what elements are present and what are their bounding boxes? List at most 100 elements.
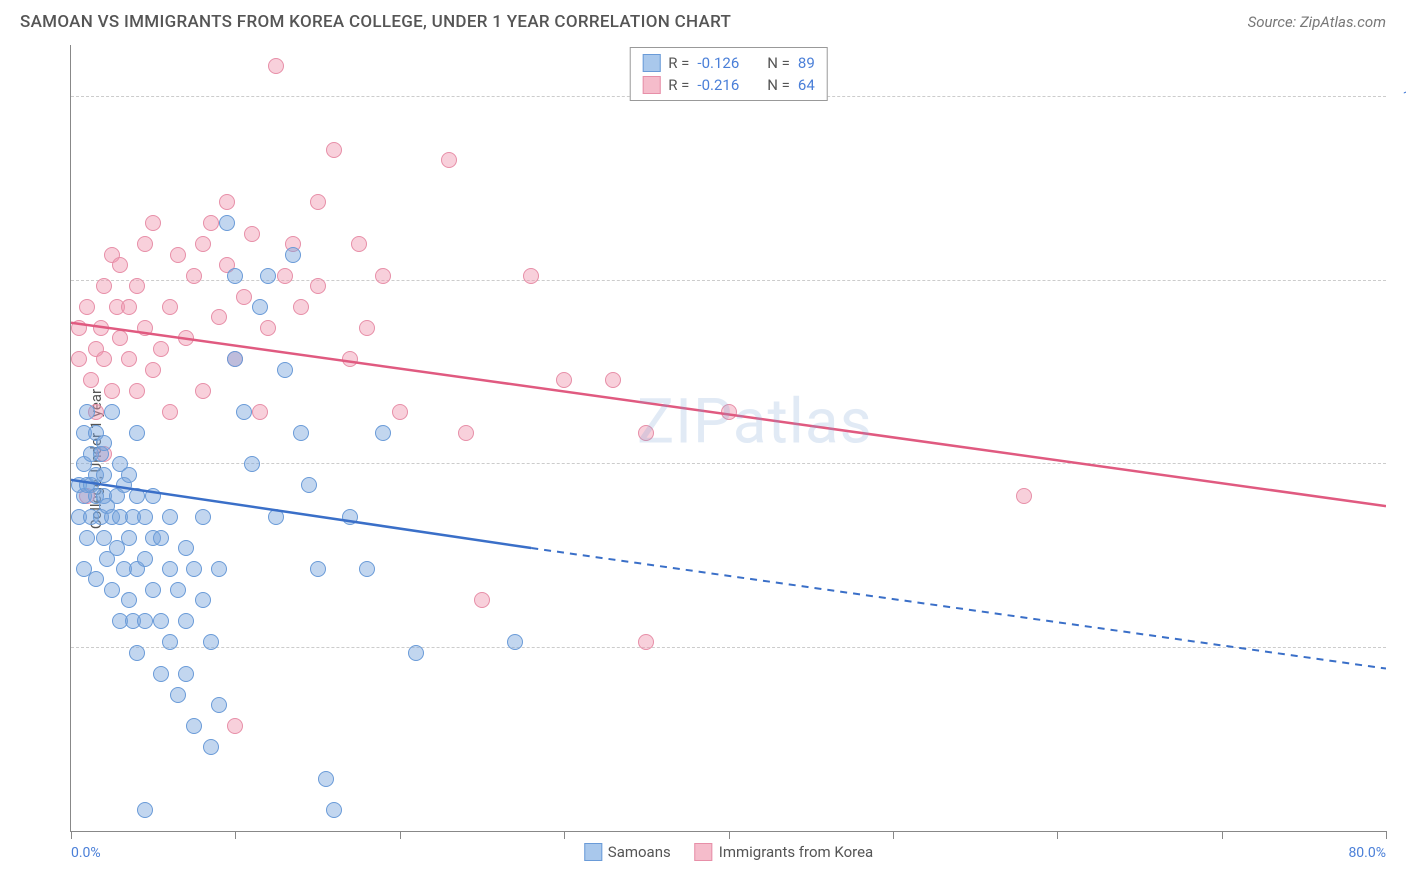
samoans-point bbox=[137, 509, 153, 525]
samoans-point bbox=[145, 582, 161, 598]
trend-lines bbox=[71, 45, 1386, 831]
gridline: 47.5% bbox=[71, 647, 1386, 648]
korea-point bbox=[145, 215, 161, 231]
samoans-point bbox=[195, 509, 211, 525]
samoans-point bbox=[178, 540, 194, 556]
korea-point bbox=[605, 372, 621, 388]
samoans-point bbox=[178, 666, 194, 682]
samoans-point bbox=[162, 561, 178, 577]
korea-point bbox=[195, 383, 211, 399]
samoans-point bbox=[153, 666, 169, 682]
series-legend: Samoans Immigrants from Korea bbox=[584, 843, 873, 861]
x-tick bbox=[71, 831, 72, 839]
korea-point bbox=[211, 309, 227, 325]
watermark-text: ZIPatlas bbox=[637, 386, 873, 459]
korea-point bbox=[121, 351, 137, 367]
korea-point bbox=[137, 236, 153, 252]
korea-point bbox=[260, 320, 276, 336]
swatch-korea bbox=[642, 76, 660, 94]
korea-point bbox=[129, 278, 145, 294]
samoans-point bbox=[186, 561, 202, 577]
korea-point bbox=[162, 404, 178, 420]
korea-point bbox=[252, 404, 268, 420]
samoans-point bbox=[186, 718, 202, 734]
korea-point bbox=[104, 383, 120, 399]
samoans-point bbox=[137, 551, 153, 567]
samoans-point bbox=[104, 582, 120, 598]
n-label: N = bbox=[767, 76, 790, 94]
samoans-point bbox=[129, 645, 145, 661]
x-tick bbox=[235, 831, 236, 839]
korea-point bbox=[721, 404, 737, 420]
korea-point bbox=[170, 247, 186, 263]
samoans-point bbox=[293, 425, 309, 441]
x-axis-max-label: 80.0% bbox=[1348, 845, 1386, 861]
korea-point bbox=[268, 58, 284, 74]
samoans-point bbox=[104, 404, 120, 420]
korea-point bbox=[129, 383, 145, 399]
samoans-point bbox=[211, 697, 227, 713]
samoans-point bbox=[227, 268, 243, 284]
korea-point bbox=[293, 299, 309, 315]
samoans-point bbox=[252, 299, 268, 315]
r-label: R = bbox=[668, 54, 689, 72]
x-tick bbox=[564, 831, 565, 839]
korea-point bbox=[392, 404, 408, 420]
samoans-point bbox=[195, 592, 211, 608]
korea-point bbox=[236, 289, 252, 305]
korea-point bbox=[112, 257, 128, 273]
korea-point bbox=[112, 330, 128, 346]
r-value-samoans: -0.126 bbox=[697, 54, 739, 72]
chart-title: SAMOAN VS IMMIGRANTS FROM KOREA COLLEGE,… bbox=[20, 12, 731, 32]
swatch-samoans bbox=[584, 843, 602, 861]
samoans-point bbox=[178, 613, 194, 629]
korea-point bbox=[195, 236, 211, 252]
korea-point bbox=[523, 268, 539, 284]
samoans-point bbox=[359, 561, 375, 577]
legend-item-korea: Immigrants from Korea bbox=[695, 843, 873, 861]
samoans-point bbox=[318, 771, 334, 787]
legend-item-samoans: Samoans bbox=[584, 843, 671, 861]
chart-container: College, Under 1 year ZIPatlas R = -0.12… bbox=[20, 45, 1386, 872]
x-tick bbox=[1386, 831, 1387, 839]
x-axis-min-label: 0.0% bbox=[71, 845, 101, 861]
x-tick bbox=[1222, 831, 1223, 839]
korea-point bbox=[186, 268, 202, 284]
samoans-point bbox=[310, 561, 326, 577]
legend-row-samoans: R = -0.126 N = 89 bbox=[642, 52, 815, 74]
samoans-point bbox=[268, 509, 284, 525]
korea-point bbox=[145, 362, 161, 378]
r-value-korea: -0.216 bbox=[697, 76, 739, 94]
samoans-point bbox=[203, 739, 219, 755]
korea-point bbox=[375, 268, 391, 284]
samoans-point bbox=[211, 561, 227, 577]
korea-point bbox=[96, 278, 112, 294]
swatch-samoans bbox=[642, 54, 660, 72]
legend-label-korea: Immigrants from Korea bbox=[719, 843, 873, 861]
korea-point bbox=[227, 718, 243, 734]
y-tick-label: 65.0% bbox=[1393, 456, 1406, 472]
korea-point bbox=[71, 351, 87, 367]
samoans-point bbox=[219, 215, 235, 231]
samoans-point bbox=[121, 530, 137, 546]
korea-point bbox=[244, 226, 260, 242]
samoans-point bbox=[507, 634, 523, 650]
korea-point bbox=[96, 351, 112, 367]
samoans-point bbox=[375, 425, 391, 441]
samoans-point bbox=[137, 802, 153, 818]
legend-label-samoans: Samoans bbox=[608, 843, 671, 861]
n-label: N = bbox=[767, 54, 790, 72]
swatch-korea bbox=[695, 843, 713, 861]
samoans-point bbox=[236, 404, 252, 420]
samoans-point bbox=[170, 582, 186, 598]
korea-point bbox=[351, 236, 367, 252]
samoans-point bbox=[121, 592, 137, 608]
samoans-point bbox=[408, 645, 424, 661]
samoans-point bbox=[145, 488, 161, 504]
correlation-legend: R = -0.126 N = 89 R = -0.216 N = 64 bbox=[629, 47, 828, 101]
samoans-point bbox=[79, 404, 95, 420]
korea-point bbox=[153, 341, 169, 357]
korea-point bbox=[137, 320, 153, 336]
samoans-point bbox=[96, 467, 112, 483]
korea-point bbox=[441, 152, 457, 168]
